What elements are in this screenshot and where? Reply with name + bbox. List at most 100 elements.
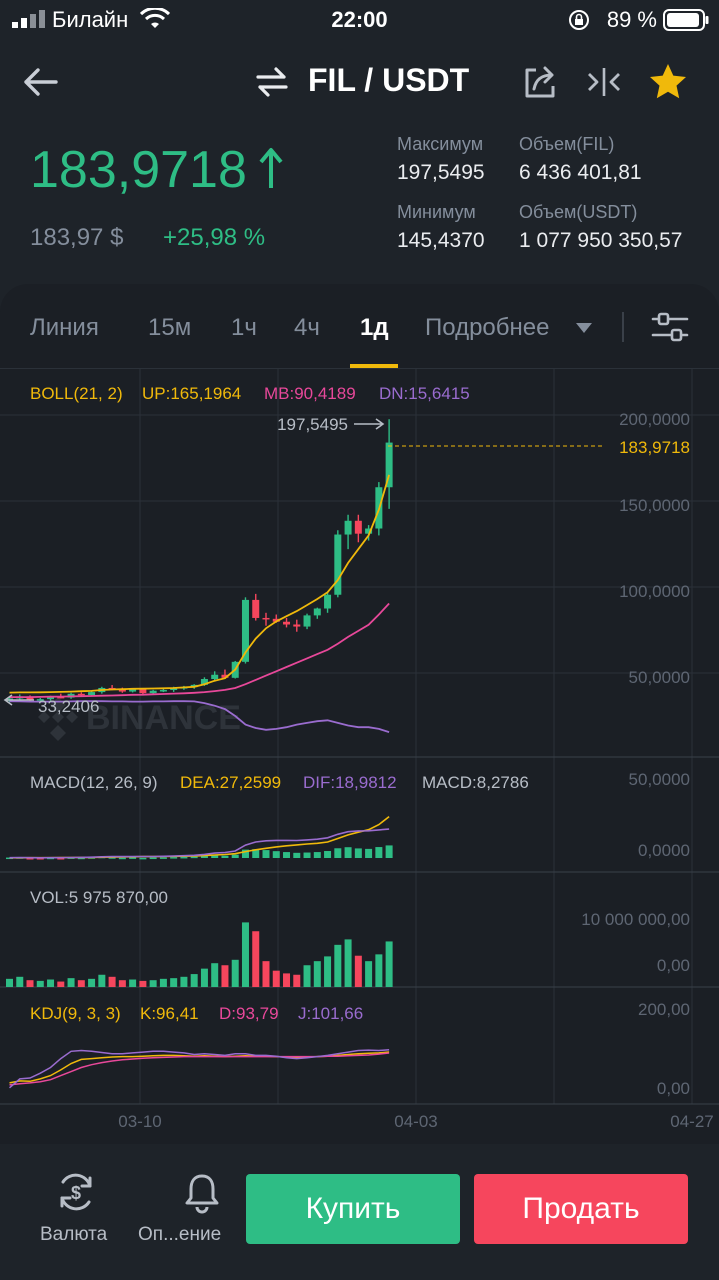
macd-bar — [334, 848, 342, 858]
boll-name[interactable]: BOLL(21, 2) — [30, 384, 123, 403]
price-axis-label: 200,0000 — [619, 410, 690, 429]
candle — [57, 696, 65, 699]
tab-1h[interactable]: 1ч — [231, 314, 257, 341]
macd-bar — [262, 850, 270, 858]
candle — [344, 520, 352, 535]
macd-bar — [303, 852, 311, 858]
volume-bar — [385, 941, 393, 987]
vol-name[interactable]: VOL:5 975 870,00 — [30, 888, 169, 907]
macd-dea: DEA:27,2599 — [180, 773, 282, 792]
last-price-tag: 183,9718 — [619, 438, 690, 457]
svg-text:$: $ — [71, 1183, 81, 1203]
low-label: Минимум — [397, 202, 476, 222]
macd-bar — [200, 856, 208, 858]
pair-title[interactable]: FIL / USDT — [308, 62, 470, 98]
boll-mb-line — [9, 602, 390, 699]
volume-bar — [211, 963, 219, 987]
tab-15m[interactable]: 15м — [148, 314, 192, 341]
currency-convert-icon[interactable]: $ — [54, 1170, 98, 1214]
volume-bar — [98, 974, 106, 987]
boll-dn: DN:15,6415 — [379, 384, 470, 403]
kdj-j: J:101,66 — [298, 1004, 364, 1023]
tab-4h[interactable]: 4ч — [294, 314, 320, 341]
volume-bar — [118, 980, 126, 987]
currency-label[interactable]: Валюта — [40, 1224, 108, 1245]
candle — [36, 699, 44, 701]
volume-bar — [241, 922, 249, 987]
candle — [334, 534, 342, 595]
candle — [221, 674, 229, 678]
price-axis: 200,0000 150,0000 100,0000 50,0000 — [619, 410, 690, 687]
candle — [262, 617, 270, 620]
volume-base-label: Объем(FIL) — [519, 134, 615, 154]
volume-bar — [180, 976, 188, 987]
volume-bar — [283, 973, 291, 987]
candle — [47, 696, 55, 700]
candle — [293, 624, 301, 627]
candle — [26, 696, 34, 701]
watermark-text: BINANCE — [86, 699, 241, 737]
volume-bar — [272, 970, 280, 987]
macd-bar — [354, 848, 362, 858]
volume-bar — [190, 974, 198, 987]
volume-bar — [77, 980, 85, 987]
sell-button[interactable]: Продать — [474, 1174, 688, 1244]
boll-dn-line — [9, 700, 390, 733]
price-axis-label: 150,0000 — [619, 496, 690, 515]
macd-bar — [211, 855, 219, 858]
tab-1d[interactable]: 1д — [360, 314, 389, 341]
alerts-label[interactable]: Оп...ение — [138, 1224, 222, 1245]
active-tab-indicator — [350, 364, 398, 369]
kdj-j-line — [9, 1049, 390, 1089]
tab-more[interactable]: Подробнее — [425, 314, 550, 341]
candle — [241, 599, 249, 662]
bell-icon[interactable] — [180, 1170, 224, 1214]
chart-settings-icon[interactable] — [650, 310, 690, 344]
candle — [354, 520, 362, 534]
dropdown-triangle-icon[interactable] — [575, 322, 593, 334]
candle — [365, 528, 373, 534]
back-arrow-icon[interactable] — [20, 62, 60, 102]
candle — [118, 688, 126, 692]
favorite-star-icon[interactable] — [648, 62, 688, 102]
macd-bar — [57, 858, 65, 860]
price-usd: 183,97 $ — [30, 224, 124, 251]
macd-subchart — [6, 815, 393, 860]
share-icon[interactable] — [522, 64, 558, 100]
macd-bar — [77, 857, 85, 860]
volume-bar — [334, 944, 342, 987]
volume-bar — [88, 978, 96, 987]
buy-button[interactable]: Купить — [246, 1174, 460, 1244]
low-marker: 33,2406 — [3, 694, 99, 716]
signal-icon — [12, 10, 45, 28]
compare-icon[interactable] — [586, 64, 622, 100]
macd-name[interactable]: MACD(12, 26, 9) — [30, 773, 158, 792]
volume-bar — [221, 965, 229, 987]
volume-bar — [47, 979, 55, 987]
macd-bar — [190, 856, 198, 859]
date-label: 03-10 — [118, 1112, 161, 1131]
volume-bar — [129, 979, 137, 987]
macd-bar — [26, 858, 34, 860]
volume-bar — [170, 978, 178, 987]
volume-quote-label: Объем(USDT) — [519, 202, 638, 222]
high-value: 197,5495 — [397, 161, 485, 184]
swap-icon[interactable] — [254, 66, 290, 98]
volume-bar — [139, 980, 147, 987]
volume-bar — [108, 976, 116, 987]
last-price: 183,9718 — [30, 141, 247, 199]
high-marker-label: 197,5495 — [277, 415, 348, 434]
kdj-d: D:93,79 — [219, 1004, 279, 1023]
boll-up: UP:165,1964 — [142, 384, 242, 403]
candlestick-chart[interactable]: BINANCE 197,5495 33,2406 183,9718 200,00… — [0, 369, 719, 1144]
volume-bar — [324, 956, 332, 987]
kdj-name[interactable]: KDJ(9, 3, 3) — [30, 1004, 121, 1023]
clock: 22:00 — [331, 7, 388, 32]
macd-bar — [252, 849, 260, 858]
macd-bar — [385, 845, 393, 858]
macd-bar — [375, 847, 383, 858]
macd-bar — [324, 851, 332, 858]
volume-bar — [6, 978, 13, 987]
tab-line[interactable]: Линия — [30, 314, 99, 341]
volume-bar — [36, 980, 44, 987]
